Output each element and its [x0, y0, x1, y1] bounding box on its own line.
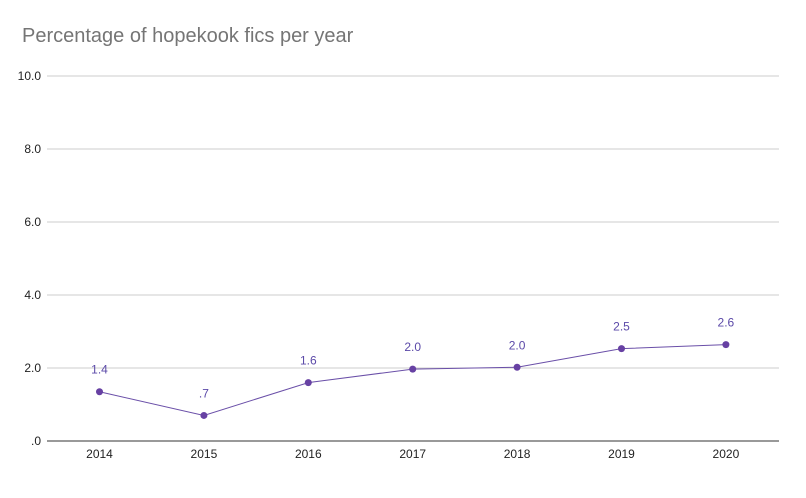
y-tick-label: 2.0 — [24, 361, 41, 375]
x-axis-ticks: 2014 2015 2016 2017 2018 2019 2020 — [86, 447, 739, 461]
data-point — [200, 411, 208, 419]
series-group: 1.4 .7 1.6 2.0 2.0 2.5 2.6 — [91, 316, 735, 419]
data-label: 2.5 — [613, 320, 630, 334]
x-tick-label: 2020 — [713, 447, 740, 461]
x-tick-label: 2016 — [295, 447, 322, 461]
y-tick-label: 10.0 — [18, 69, 42, 83]
data-label: 2.0 — [404, 340, 421, 354]
x-tick-label: 2014 — [86, 447, 113, 461]
y-tick-label: 4.0 — [24, 288, 41, 302]
data-label: 2.0 — [509, 338, 526, 352]
data-point — [409, 365, 417, 373]
data-label: 1.4 — [91, 363, 108, 377]
data-point — [618, 345, 625, 353]
data-point — [304, 379, 312, 387]
y-tick-label: 8.0 — [24, 142, 41, 156]
data-point — [722, 341, 730, 349]
gridlines — [47, 75, 779, 369]
y-tick-label: 6.0 — [24, 215, 41, 229]
data-label: .7 — [199, 386, 209, 400]
data-point — [96, 388, 103, 396]
x-tick-label: 2018 — [504, 447, 531, 461]
series-line — [99, 344, 726, 416]
data-label: 1.6 — [300, 354, 317, 368]
chart-title: Percentage of hopekook fics per year — [22, 25, 354, 47]
data-label: 2.6 — [718, 316, 735, 330]
y-tick-label: .0 — [31, 434, 41, 448]
x-tick-label: 2015 — [191, 447, 218, 461]
x-tick-label: 2019 — [608, 447, 635, 461]
x-tick-label: 2017 — [399, 447, 426, 461]
y-axis-ticks: .0 2.0 4.0 6.0 8.0 10.0 — [18, 69, 42, 448]
data-point — [513, 363, 521, 371]
